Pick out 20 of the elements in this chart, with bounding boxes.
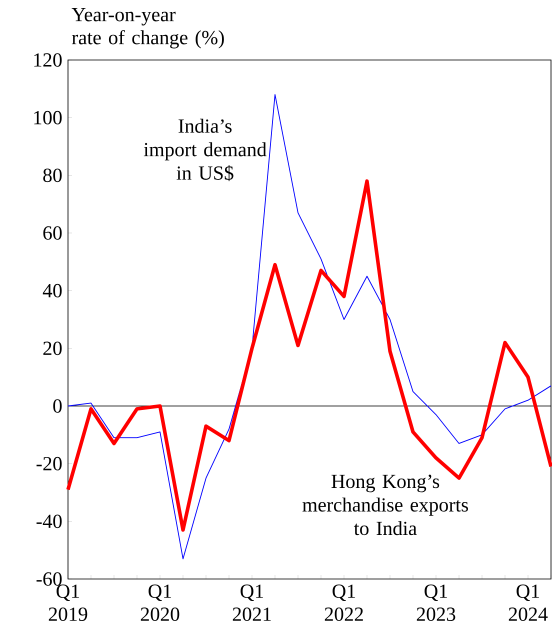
y-tick-label: -20 [36,456,62,470]
x-tick-label: Q1 2022 [324,584,363,621]
y-tick-label: 0 [53,399,62,413]
y-tick-label: -40 [36,514,62,528]
y-tick-label: 80 [43,168,62,182]
x-tick-label: Q1 2023 [416,584,456,621]
y-tick-label: 20 [43,342,62,356]
x-tick-label: Q1 2020 [140,584,180,621]
annotation: Hong Kong’s merchandise exports to India [302,474,468,536]
y-tick-label: -60 [36,572,62,586]
y-tick-label: 100 [34,110,62,124]
x-tick-label: Q1 2024 [508,584,548,621]
y-tick-label: 60 [43,226,62,240]
y-axis-title: Year-on-year rate of change (%) [72,8,224,48]
line-series [68,94,552,560]
x-tick-label: Q1 2021 [232,584,271,621]
y-tick-label: 120 [34,53,62,67]
y-tick-label: 40 [42,284,62,298]
annotation: India’s import demand in US$ [144,118,266,182]
x-tick-label: Q1 2019 [48,584,88,621]
